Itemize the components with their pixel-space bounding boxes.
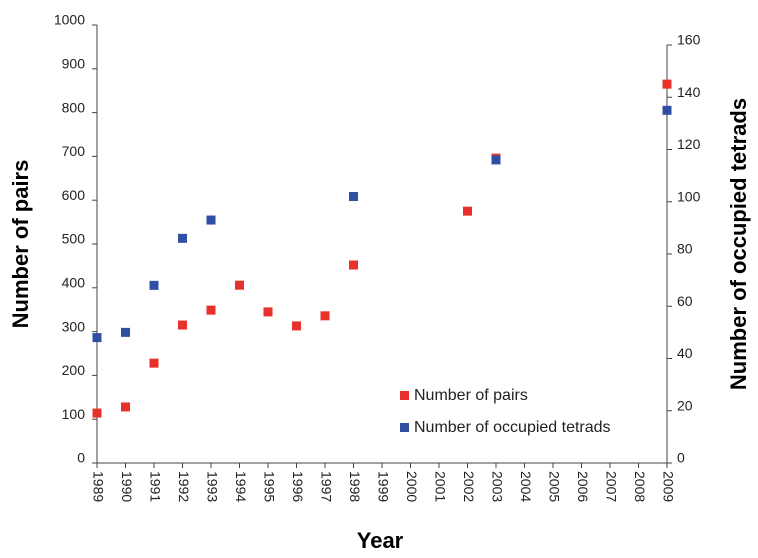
- y-tick-label: 100: [62, 406, 86, 422]
- y-tick-label: 300: [62, 318, 86, 334]
- y-tick-label: 200: [62, 362, 86, 378]
- y-tick-label: 700: [62, 143, 86, 159]
- x-tick-label: 2006: [575, 471, 591, 502]
- y-tick-label: 400: [62, 275, 86, 291]
- y2-tick-label: 140: [677, 84, 701, 100]
- x-tick-label: 2009: [660, 471, 676, 502]
- x-tick-label: 1994: [233, 471, 249, 502]
- x-tick-label: 2007: [603, 471, 619, 502]
- x-tick-label: 1998: [347, 471, 363, 502]
- y-tick-label: 1000: [54, 12, 85, 28]
- y2-tick-label: 40: [677, 345, 693, 361]
- point: [206, 215, 216, 225]
- x-tick-label: 1991: [147, 471, 163, 502]
- x-tick-label: 2002: [461, 471, 477, 502]
- y2-tick-label: 120: [677, 136, 701, 152]
- point: [178, 320, 187, 330]
- point: [349, 192, 358, 202]
- y-tick-label: 900: [62, 56, 86, 72]
- legend-swatch: [400, 423, 409, 432]
- y2-tick-label: 0: [677, 450, 685, 466]
- point: [92, 408, 102, 418]
- y-tick-label: 500: [62, 231, 86, 247]
- x-tick-label: 1996: [290, 471, 306, 502]
- point: [292, 321, 301, 331]
- x-tick-label: 2000: [404, 471, 420, 502]
- x-tick-label: 1993: [204, 471, 220, 502]
- point: [662, 105, 672, 115]
- y2-axis-title: Number of occupied tetrads: [726, 98, 751, 390]
- x-tick-label: 2003: [489, 471, 505, 502]
- x-tick-label: 2001: [432, 471, 448, 502]
- point: [121, 327, 130, 337]
- y-tick-label: 600: [62, 187, 86, 203]
- point: [149, 358, 159, 368]
- point: [178, 233, 187, 243]
- point: [206, 305, 216, 315]
- point: [320, 311, 330, 321]
- x-tick-label: 1992: [176, 471, 192, 502]
- point: [662, 79, 672, 89]
- point: [149, 280, 159, 290]
- x-tick-label: 1989: [90, 471, 106, 502]
- x-tick-label: 2005: [546, 471, 562, 502]
- x-axis-title: Year: [357, 528, 404, 553]
- point: [121, 402, 130, 412]
- x-tick-label: 2004: [518, 471, 534, 502]
- point: [349, 260, 358, 270]
- legend-label: Number of occupied tetrads: [414, 419, 611, 436]
- x-tick-label: 2008: [632, 471, 648, 502]
- y2-tick-label: 60: [677, 293, 693, 309]
- point: [235, 280, 244, 290]
- y2-tick-label: 20: [677, 397, 693, 413]
- legend-label: Number of pairs: [414, 387, 528, 404]
- y-axis-title: Number of pairs: [8, 160, 33, 329]
- x-tick-label: 1999: [375, 471, 391, 502]
- point: [491, 155, 501, 165]
- point: [92, 333, 102, 343]
- x-tick-label: 1995: [261, 471, 277, 502]
- y2-tick-label: 160: [677, 32, 701, 48]
- legend-swatch: [400, 391, 409, 400]
- y2-tick-label: 100: [677, 188, 701, 204]
- x-tick-label: 1990: [119, 471, 135, 502]
- point: [263, 307, 273, 317]
- x-tick-label: 1997: [318, 471, 334, 502]
- y2-tick-label: 80: [677, 241, 693, 257]
- point: [463, 206, 472, 216]
- y-tick-label: 800: [62, 99, 86, 115]
- y-tick-label: 0: [77, 450, 85, 466]
